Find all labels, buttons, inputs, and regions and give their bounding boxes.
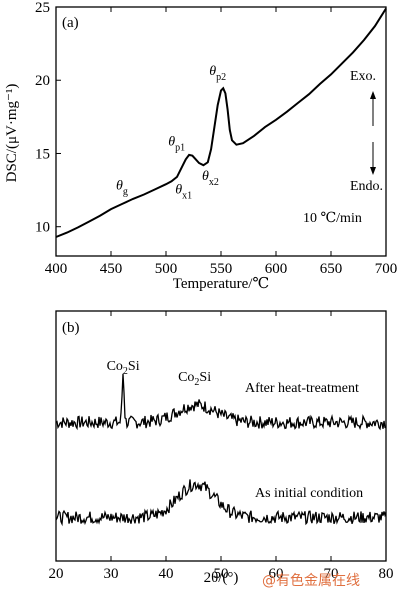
panel-a-ylabel: DSC/(μV·mg⁻¹) [4, 84, 20, 183]
b-xtick-label: 80 [379, 566, 394, 582]
b-xtick-label: 60 [269, 566, 284, 582]
b-xtick-label: 30 [104, 566, 119, 582]
dsc-curve [55, 7, 387, 238]
b-xtick-label: 50 [214, 566, 229, 582]
panel-b-xlabel: 2θ/(°) [204, 570, 239, 586]
a-ytick-label: 10 [35, 220, 50, 236]
panel-b-peak-labels: Co2Si Co2Si [107, 359, 212, 388]
panel-a-label: (a) [62, 15, 79, 31]
exo-label: Exo. [350, 69, 376, 84]
panel-a-xlabel: Temperature/℃ [173, 276, 270, 292]
a-xtick-label: 700 [375, 261, 398, 277]
peak-label-co2si: Co2Si [178, 370, 211, 388]
xrd-as-initial [55, 479, 387, 527]
b-xtick-label: 70 [324, 566, 339, 582]
panel-b-frame [55, 310, 387, 562]
theta-g-label: θg [116, 179, 128, 198]
rate-label: 10 ℃/min [303, 211, 362, 226]
endo-arrow-head [370, 167, 376, 175]
theta-p2-label: θp2 [209, 64, 226, 83]
a-xtick-label: 450 [100, 261, 123, 277]
panel-b-label: (b) [62, 320, 80, 336]
b-xtick-label: 40 [159, 566, 174, 582]
xrd-after-heat-treatment [55, 373, 387, 431]
series-label-after-heat-treatment: After heat-treatment [245, 381, 359, 396]
a-ytick-label: 20 [35, 73, 50, 89]
b-xtick-label: 20 [49, 566, 64, 582]
theta-x2-label: θx2 [202, 169, 219, 188]
a-xtick-label: 650 [320, 261, 343, 277]
a-xtick-label: 500 [155, 261, 178, 277]
theta-p1-label: θp1 [168, 134, 185, 153]
a-xtick-label: 550 [210, 261, 233, 277]
endo-label: Endo. [350, 179, 383, 194]
panel-b-x-ticks: 20 30 40 50 60 70 80 [49, 311, 394, 582]
panel-b: (b) 20 30 40 50 60 70 80 After heat-treatment … [49, 310, 394, 586]
theta-x1-label: θx1 [175, 182, 192, 201]
a-xtick-label: 400 [45, 261, 68, 277]
exo-arrow-head [370, 91, 376, 99]
a-ytick-label: 15 [35, 146, 50, 162]
watermark: @有色金属在线 [262, 572, 360, 589]
series-label-as-initial: As initial condition [255, 486, 363, 501]
a-ytick-label: 25 [35, 0, 50, 16]
peak-label-co2si: Co2Si [107, 359, 140, 377]
a-xtick-label: 600 [265, 261, 288, 277]
panel-a-x-ticks: 400 450 500 550 600 650 700 [45, 7, 398, 277]
panel-a-y-ticks: 10 15 20 25 [35, 0, 61, 236]
panel-a: (a) 400 450 500 550 600 650 700 10 15 20 25 θg θx1… [4, 0, 397, 292]
